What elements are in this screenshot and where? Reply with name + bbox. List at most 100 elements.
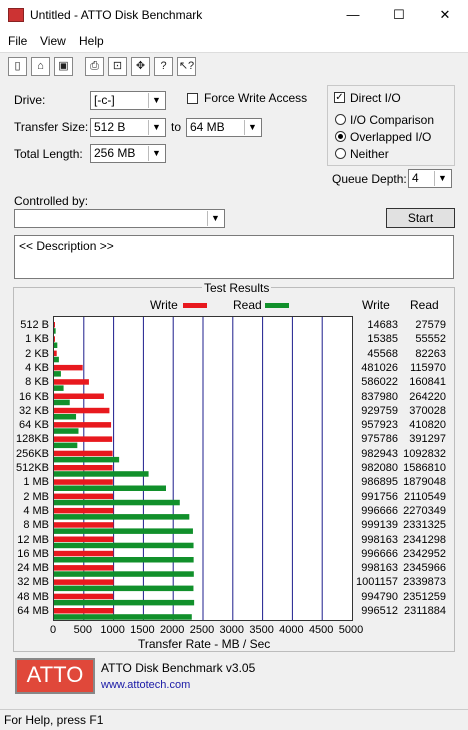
write-bar [54,465,113,471]
row-label: 1 MB [23,476,49,489]
minimize-button[interactable]: — [346,7,360,22]
write-value: 982080 [361,462,398,474]
menu-file[interactable]: File [8,34,28,48]
read-value: 2351259 [403,590,446,603]
chart-area [53,316,353,621]
read-value: 2341298 [403,533,446,546]
drive-select[interactable]: [-c-] ▼ [90,91,166,110]
start-button[interactable]: Start [386,208,455,228]
print-preview-icon[interactable]: ⊡ [108,57,127,76]
chevron-down-icon[interactable]: ▼ [207,211,223,226]
product-name: ATTO Disk Benchmark v3.05 [101,661,256,675]
write-value: 45568 [367,347,398,360]
save-icon[interactable]: ▣ [54,57,73,76]
io-groupbox [327,85,455,166]
transfer-from-value: 512 B [94,120,126,134]
direct-io-checkbox[interactable]: ✓ [334,92,345,103]
row-label: 64 KB [19,419,49,432]
queue-depth-select[interactable]: 4 ▼ [408,169,452,188]
description-field[interactable]: << Description >> [14,235,454,279]
write-column-header: Write [362,298,390,312]
read-value: 115970 [410,361,446,374]
row-label: 512KB [15,462,49,474]
read-value: 2110549 [403,490,446,503]
row-label: 8 KB [25,376,49,389]
new-icon[interactable]: ▯ [8,57,27,76]
write-bar [54,422,112,428]
neither-radio[interactable] [335,148,346,159]
transfer-to-select[interactable]: 64 MB ▼ [186,118,262,137]
x-tick-label: 4500 [308,624,334,636]
website-link[interactable]: www.attotech.com [101,679,191,691]
write-bar [54,493,114,500]
transfer-to-value: 64 MB [190,120,225,134]
write-bar [54,565,114,571]
transfer-from-select[interactable]: 512 B ▼ [90,118,166,137]
io-comparison-radio[interactable] [335,114,346,125]
write-bar [54,436,113,442]
queue-depth-label: Queue Depth: [332,172,407,186]
write-value: 1001157 [355,576,398,589]
write-value: 991756 [361,490,398,503]
write-bar [54,450,113,457]
chevron-down-icon[interactable]: ▼ [148,120,164,135]
read-bar [54,528,193,534]
bar-chart [54,317,323,620]
force-write-checkbox[interactable] [187,93,198,104]
write-value: 975786 [361,433,398,446]
help-icon[interactable]: ? [154,57,173,76]
write-value: 994790 [361,590,398,603]
total-length-select[interactable]: 256 MB ▼ [90,144,166,163]
menu-help[interactable]: Help [79,34,104,48]
chevron-down-icon[interactable]: ▼ [148,146,164,161]
print-icon[interactable]: ⎙ [85,57,104,76]
write-value: 957923 [361,419,398,432]
write-value: 481026 [361,361,398,374]
write-value: 586022 [361,376,398,389]
controlled-by-select[interactable]: ▼ [14,209,225,228]
row-label: 128KB [15,433,49,446]
read-bar [54,371,61,377]
read-value: 2270349 [403,504,446,517]
total-length-value: 256 MB [94,146,136,160]
read-value: 1586810 [403,462,446,474]
write-bar [54,364,83,371]
read-bar [54,328,56,334]
read-value: 264220 [409,390,446,403]
chevron-down-icon[interactable]: ▼ [434,171,450,186]
chevron-down-icon[interactable]: ▼ [244,120,260,135]
read-bar [54,485,166,491]
write-bar [54,336,55,342]
maximize-button[interactable]: ☐ [393,7,405,22]
row-label: 64 MB [17,605,49,617]
read-value: 391297 [409,433,446,446]
read-value: 2345966 [403,562,446,575]
write-value: 982943 [361,447,398,460]
write-value: 929759 [361,404,398,417]
x-tick-label: 0 [49,624,57,636]
neither-label: Neither [350,147,389,161]
read-value: 27579 [415,319,446,331]
status-bar: For Help, press F1 [0,709,468,730]
row-label: 32 MB [17,576,49,589]
results-title: Test Results [202,281,272,295]
write-bar [54,393,104,399]
write-value: 14683 [367,319,398,331]
read-value: 55552 [415,333,446,346]
menu-view[interactable]: View [40,34,66,48]
write-value: 998163 [361,562,398,575]
open-icon[interactable]: ⌂ [31,57,50,76]
write-bar [54,608,114,614]
read-bar [54,399,70,406]
context-help-icon[interactable]: ↖? [177,57,196,76]
read-value: 1092832 [403,447,446,460]
read-value: 370028 [409,404,446,417]
row-label: 16 KB [19,390,49,403]
overlapped-io-radio[interactable] [335,131,346,142]
chevron-down-icon[interactable]: ▼ [148,93,164,108]
row-label: 16 MB [17,547,49,560]
close-button[interactable]: ✕ [439,7,451,22]
write-value: 996666 [361,547,398,560]
read-bar [54,557,194,563]
move-icon[interactable]: ✥ [131,57,150,76]
